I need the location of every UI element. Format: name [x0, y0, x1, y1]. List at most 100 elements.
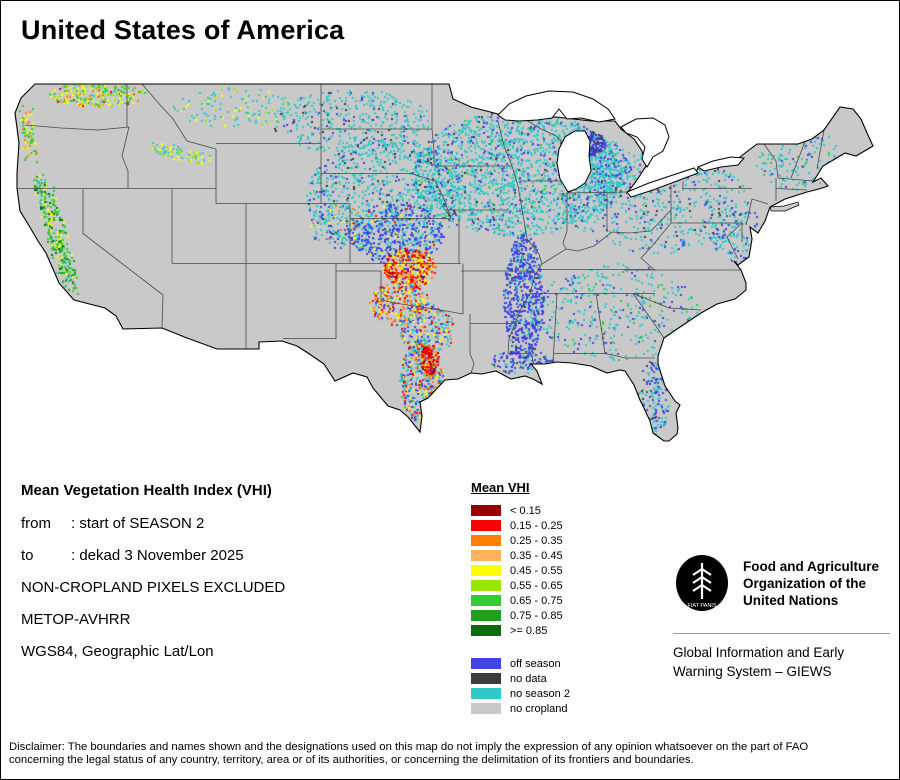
state-border-line — [431, 84, 435, 166]
landmass-outline — [14, 83, 874, 442]
state-border-line — [469, 314, 475, 374]
legend-title: Mean VHI — [471, 480, 530, 495]
state-border-line — [552, 293, 558, 363]
fao-logo-icon: FIAT PANIS — [676, 555, 728, 611]
legend-label: 0.25 - 0.35 — [510, 534, 563, 547]
legend-label: >= 0.85 — [510, 624, 548, 637]
state-border-line — [745, 198, 753, 226]
legend-swatch — [471, 688, 501, 699]
legend-swatch — [471, 673, 501, 684]
state-border-line — [335, 263, 464, 315]
legend-label: no data — [510, 672, 547, 685]
state-borders — [17, 84, 825, 374]
legend-swatch — [471, 703, 501, 714]
page-title: United States of America — [21, 15, 345, 45]
state-border-line — [507, 263, 543, 354]
state-border-line — [632, 293, 702, 311]
state-border-line — [640, 222, 672, 270]
legend-row: 0.45 - 0.55 — [471, 563, 570, 578]
disclaimer-line1: Disclaimer: The boundaries and names sho… — [9, 741, 809, 753]
lake — [696, 156, 746, 172]
state-border-line — [751, 198, 769, 205]
long-island — [769, 201, 800, 212]
to-label: to — [21, 547, 34, 564]
giews-line1: Global Information and Early — [673, 645, 845, 660]
legend-row: 0.25 - 0.35 — [471, 533, 570, 548]
legend-row: off season — [471, 656, 570, 671]
legend-swatch — [471, 535, 501, 546]
usa-vhi-map — [1, 61, 899, 471]
lake — [626, 167, 699, 198]
state-border-line — [24, 124, 130, 131]
giews-block: Global Information and Early Warning Sys… — [673, 643, 844, 681]
state-border-line — [566, 191, 628, 194]
state-border-line — [726, 222, 743, 260]
state-border-line — [816, 129, 825, 170]
disclaimer-line2: concerning the legal status of any count… — [9, 754, 694, 766]
legend-label: 0.75 - 0.85 — [510, 609, 563, 622]
legend-row: 0.75 - 0.85 — [471, 608, 570, 623]
vhi-raster-speckles — [1, 61, 899, 471]
legend-row: >= 0.85 — [471, 623, 570, 638]
legend-swatch — [471, 565, 501, 576]
legend-row: 0.35 - 0.45 — [471, 548, 570, 563]
legend-swatch — [471, 658, 501, 669]
legend-swatch — [471, 505, 501, 516]
state-border-line — [790, 138, 807, 179]
disclaimer: Disclaimer: The boundaries and names sho… — [9, 741, 895, 767]
legend-row: < 0.15 — [471, 503, 570, 518]
metadata-to: to : dekad 3 November 2025 — [21, 547, 285, 564]
fao-name-line1: Food and Agriculture — [743, 559, 879, 574]
legend-extra-list: off season no data no season 2 no cropland — [471, 656, 570, 716]
legend-label: 0.55 - 0.65 — [510, 579, 563, 592]
state-border-line — [508, 353, 535, 365]
legend-swatch — [471, 580, 501, 591]
state-borders-and-lakes — [14, 83, 874, 442]
legend-label: 0.15 - 0.25 — [510, 519, 563, 532]
fao-name-line3: United Nations — [743, 593, 839, 608]
state-border-line — [595, 293, 606, 354]
metadata-from: from : start of SEASON 2 — [21, 515, 285, 532]
legend-swatch — [471, 550, 501, 561]
state-border-line — [445, 209, 452, 219]
great-lakes — [497, 90, 746, 198]
state-border-line — [121, 126, 130, 189]
metadata-excluded: NON-CROPLAND PIXELS EXCLUDED — [21, 579, 286, 596]
lake — [497, 90, 616, 123]
lake — [556, 130, 592, 193]
state-border-line — [497, 120, 513, 167]
legend-row: no cropland — [471, 701, 570, 716]
fao-name: Food and Agriculture Organization of the… — [743, 553, 879, 609]
legend-swatch — [471, 595, 501, 606]
footer-divider — [673, 633, 890, 634]
legend-label: 0.45 - 0.55 — [510, 564, 563, 577]
state-border-line — [434, 180, 452, 219]
legend-row: 0.55 - 0.65 — [471, 578, 570, 593]
legend-label: off season — [510, 657, 561, 670]
fao-name-line2: Organization of the — [743, 576, 866, 591]
state-border-line — [511, 165, 543, 265]
from-label: from — [21, 515, 51, 532]
lake — [620, 117, 670, 168]
state-border-line — [523, 118, 564, 144]
from-value: : start of SEASON 2 — [71, 515, 205, 532]
legend-class-list: < 0.15 0.15 - 0.25 0.25 - 0.35 0.35 - 0.45 0… — [471, 503, 570, 638]
state-border-line — [541, 209, 672, 265]
legend-row: 0.65 - 0.75 — [471, 593, 570, 608]
svg-text:FIAT PANIS: FIAT PANIS — [687, 603, 716, 609]
state-border-line — [777, 177, 814, 182]
state-border-line — [775, 188, 808, 191]
state-border-line — [283, 271, 337, 339]
vhi-legend: Mean VHI < 0.15 0.15 - 0.25 0.25 - 0.35 0.3… — [471, 480, 570, 716]
metadata-heading: Mean Vegetation Health Index (VHI) — [21, 482, 272, 499]
legend-swatch — [471, 625, 501, 636]
giews-line2: Warning System – GIEWS — [673, 664, 832, 679]
to-value: : dekad 3 November 2025 — [71, 547, 244, 564]
metadata-sensor: METOP-AVHRR — [21, 611, 131, 628]
metadata-projection: WGS84, Geographic Lat/Lon — [21, 643, 214, 660]
state-border-line — [763, 143, 779, 179]
legend-label: 0.65 - 0.75 — [510, 594, 563, 607]
legend-label: 0.35 - 0.45 — [510, 549, 563, 562]
legend-swatch — [471, 520, 501, 531]
